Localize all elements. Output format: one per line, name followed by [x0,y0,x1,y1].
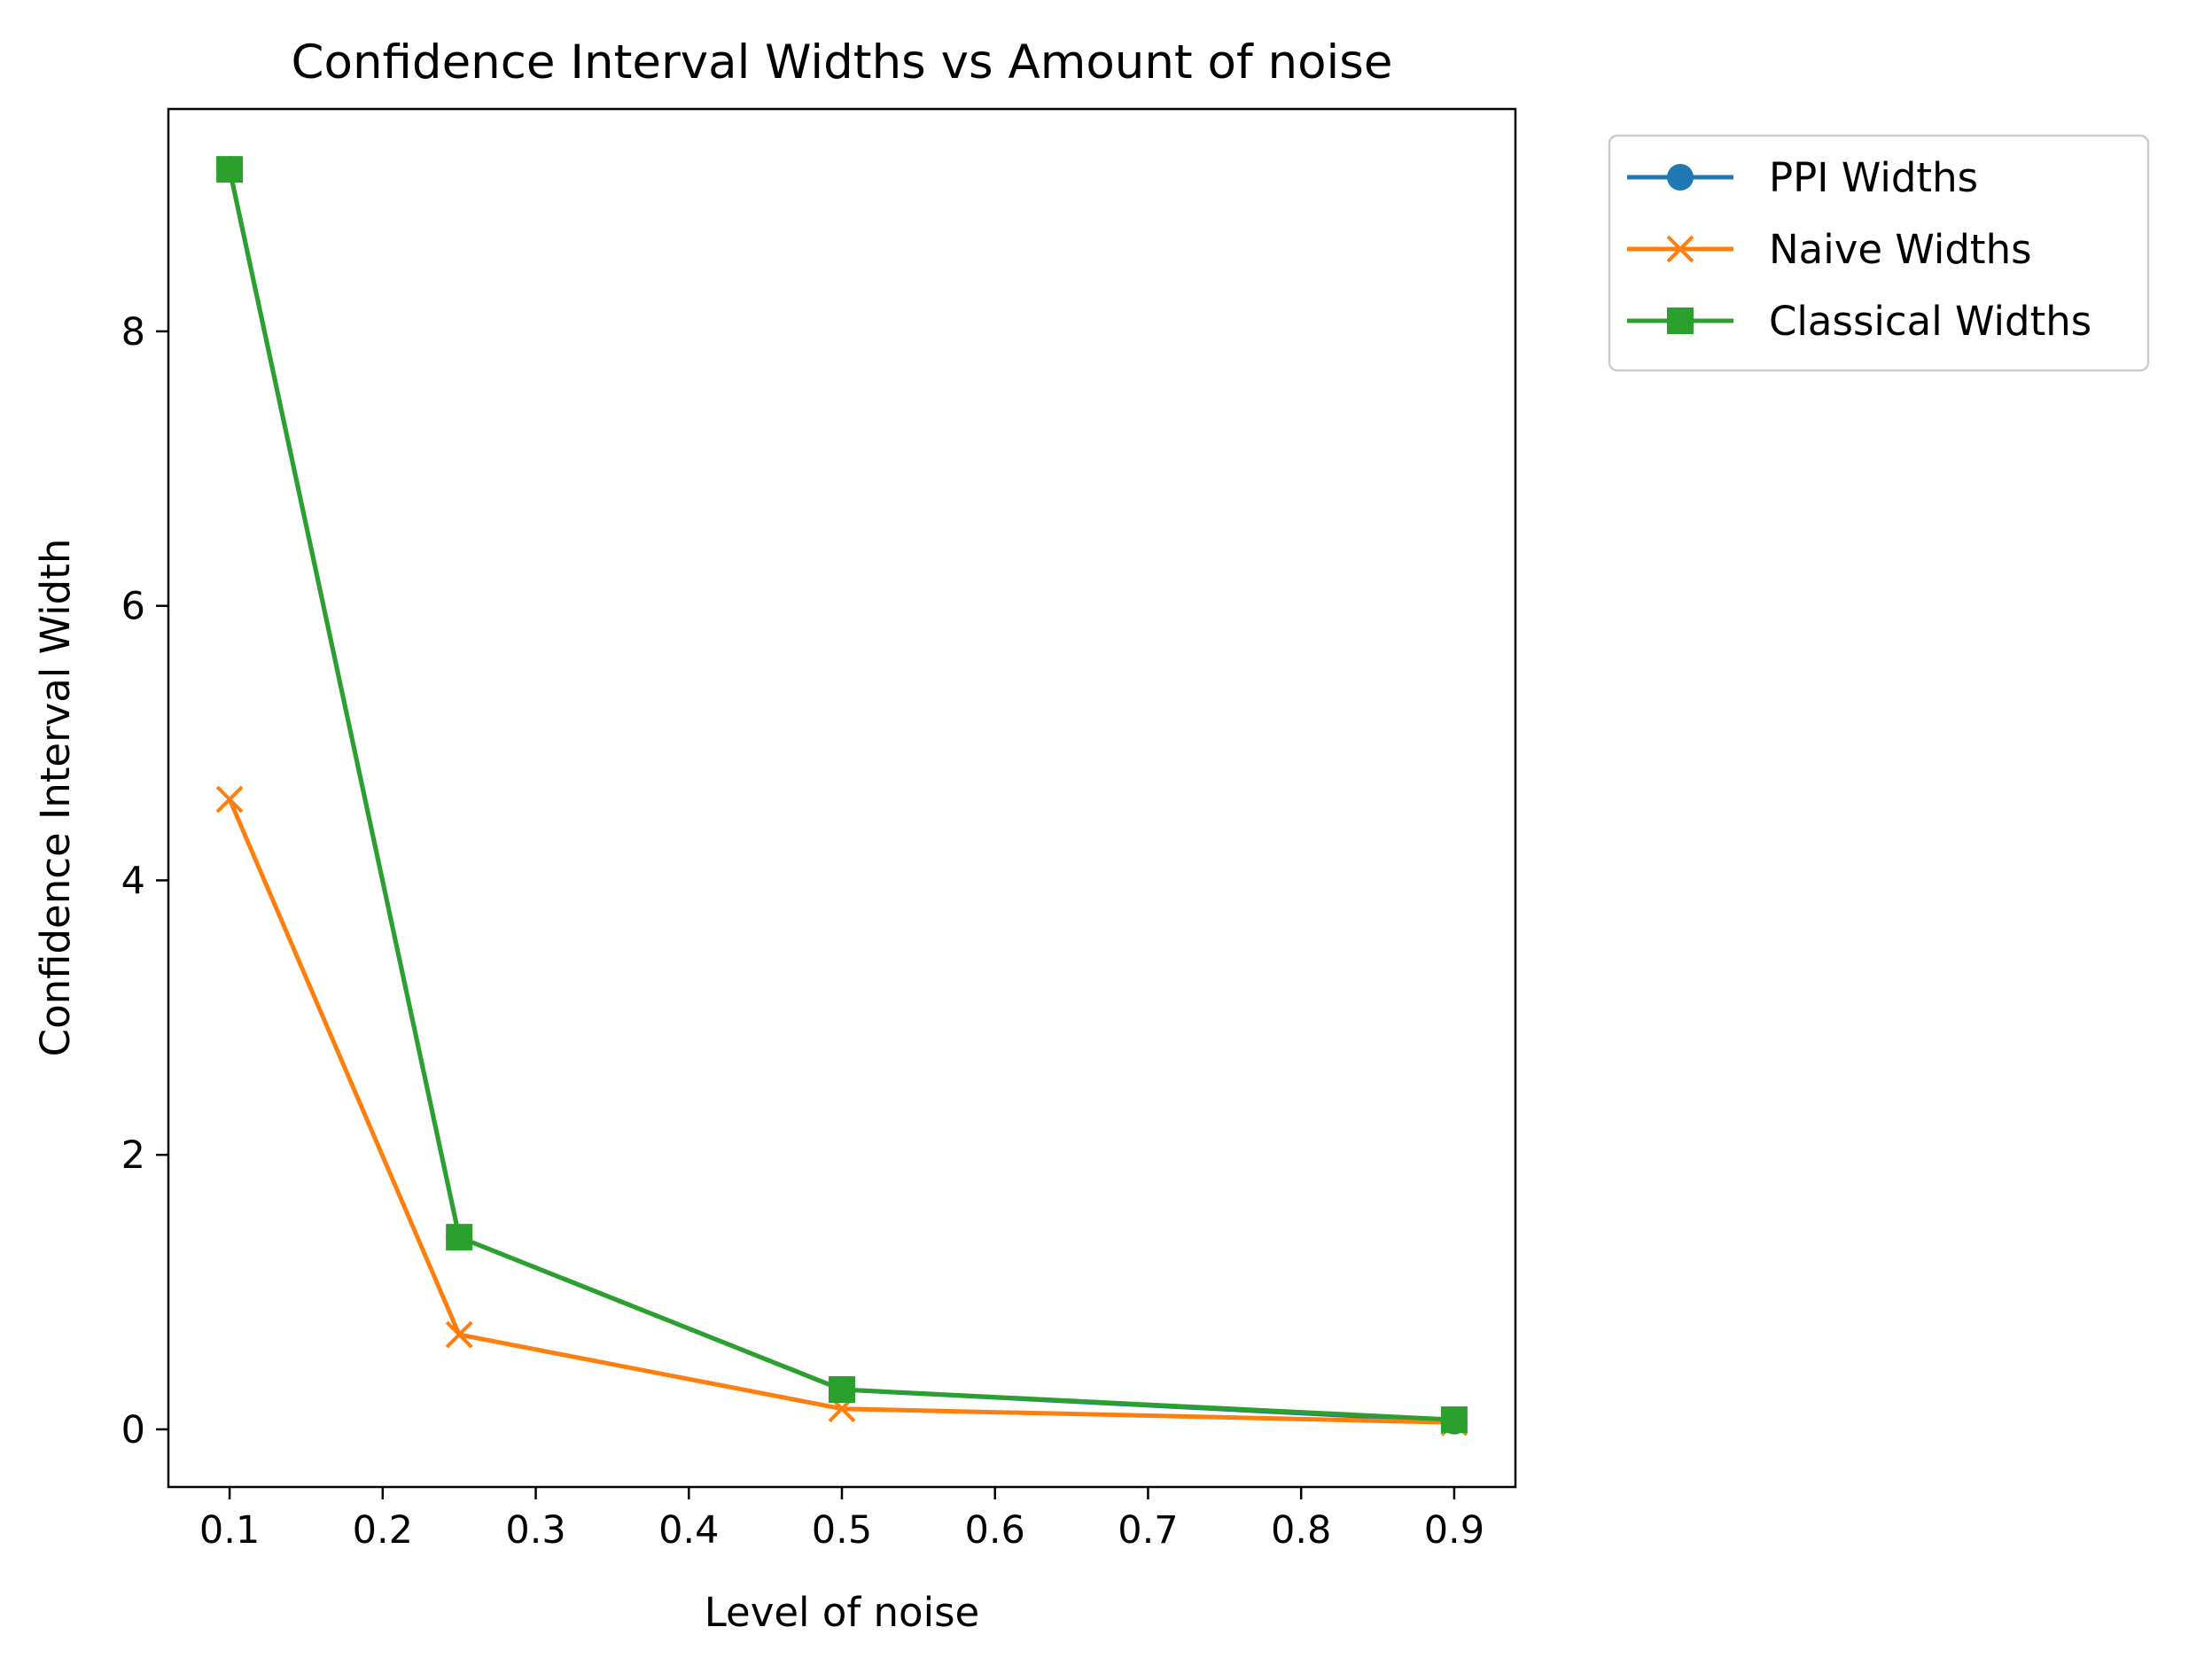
legend-label-2: Classical Widths [1769,298,2091,345]
series-line-2 [227,168,1455,1422]
chart-title: Confidence Interval Widths vs Amount of … [292,35,1393,90]
y-axis: 0 2 4 6 8 [121,310,168,1452]
legend-label-1: Naive Widths [1769,226,2032,273]
series-2-point-0 [216,156,244,183]
series-2-point-3 [1440,1406,1468,1434]
x-tick-label-2: 0.3 [505,1508,565,1553]
x-tick-label-7: 0.8 [1271,1508,1331,1553]
legend: PPI Widths Naive Widths Classical Widths [1608,134,2150,372]
legend-label-0: PPI Widths [1769,154,1978,201]
x-axis: 0.1 0.2 0.3 0.4 0.5 0.6 0.7 0.8 0.9 [199,1487,1484,1553]
x-tick-label-3: 0.4 [658,1508,719,1553]
x-tick-label-4: 0.5 [812,1508,872,1553]
legend-frame [1608,134,2150,372]
series-2-point-1 [446,1224,473,1251]
legend-entries: PPI Widths Naive Widths Classical Widths [1627,154,2091,345]
y-tick-label-3: 6 [121,585,145,629]
y-tick-label-2: 4 [121,859,145,903]
y-tick-label-4: 8 [121,310,145,354]
plot-area [167,107,1517,1489]
x-axis-label: Level of noise [705,1589,979,1636]
x-tick-label-0: 0.1 [199,1508,260,1553]
x-tick-label-1: 0.2 [353,1508,413,1553]
y-tick-label-1: 2 [121,1133,145,1178]
x-tick-label-5: 0.6 [965,1508,1025,1553]
series-2-point-2 [829,1376,855,1404]
series-1-point-0 [215,785,244,814]
series-1-point-0-stroke-b [215,785,244,814]
series-1-point-1 [445,1320,473,1349]
y-axis-label: Confidence Interval Width [32,539,79,1057]
legend-marker-2 [1667,308,1694,334]
series-layer [215,156,1468,1436]
legend-marker-1-stroke-b [1666,235,1694,263]
legend-marker-1 [1666,235,1694,263]
series-1-point-1-stroke-b [445,1320,473,1349]
x-tick-label-8: 0.9 [1424,1508,1484,1553]
legend-marker-0 [1667,164,1694,191]
x-tick-label-6: 0.7 [1118,1508,1178,1553]
y-tick-label-0: 0 [121,1408,145,1452]
series-line-1 [227,798,1454,1425]
